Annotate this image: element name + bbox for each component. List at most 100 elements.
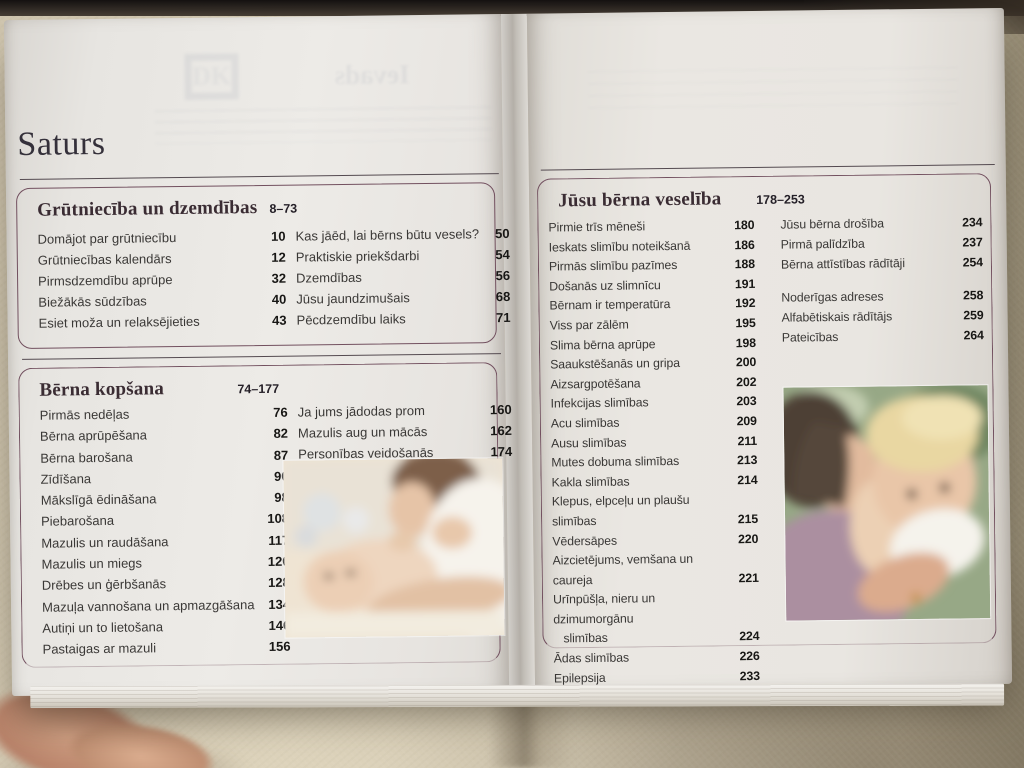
toc-column: Jūsu bērna drošība 234 Pirmā palīdzība 237 B… (780, 213, 983, 275)
toc-entry-label: Alfabētiskais rādītājs (781, 309, 893, 325)
toc-entry-label: Pirmsdzemdību aprūpe (38, 272, 173, 289)
toc-section-baby-care: Bērna kopšana 74–177 Pirmās nedēļas 76 Bērn… (18, 362, 512, 668)
toc-entry: Pateicības 264 (782, 326, 984, 348)
toc-entry-page-number: 56 (495, 267, 511, 284)
toc-entry-label: Biežākās sūdzības (38, 293, 147, 310)
section-header: Bērna kopšana 74–177 (39, 374, 480, 401)
toc-entry: Mazuļa vannošana un apmazgāšana 134 (42, 593, 290, 617)
toc-entry: Ieskats slimību noteikšanā 186 (549, 236, 755, 258)
toc-entry-page-number: 264 (963, 327, 984, 343)
toc-section-pregnancy-and-birth: Grūtniecība un dzemdības 8–73 Domājot par… (15, 182, 511, 349)
toc-entry-label: Zīdīšana (40, 470, 92, 487)
toc-entry-label: Bērnam ir temperatūra (549, 297, 671, 313)
toc-entry: Pirmā palīdzība 237 (781, 233, 983, 255)
toc-column: Ja jums jādodas prom 160 Mazulis aug un mā… (298, 399, 513, 465)
toc-entry: Pēcdzemdību laiks 71 (296, 307, 511, 331)
toc-entry: Kakla slimības 214 (551, 471, 758, 493)
toc-entry: Slima bērna aprūpe 198 (550, 334, 756, 356)
toc-entry: Viss par zālēm 195 (550, 314, 756, 336)
toc-entry-label: Viss par zālēm (549, 317, 629, 333)
contents-page-title: Saturs (17, 124, 106, 163)
toc-entry: Jūsu bērna drošība 234 (780, 213, 982, 235)
toc-column: Pirmās nedēļas 76 Bērna aprūpēšana 82 Bērna … (40, 402, 291, 661)
toc-entry-page-number: 180 (734, 217, 755, 233)
toc-entry: Pirmās slimību pazīmes 188 (549, 255, 755, 277)
book-right-page: Jūsu bērna veselība 178–253 Pirmie trīs m… (526, 7, 1013, 690)
toc-entry-page-number: 198 (735, 335, 756, 350)
toc-entry-label: Slima bērna aprūpe (549, 336, 656, 353)
toc-entry-label: Ieskats slimību noteikšanā (548, 238, 691, 255)
toc-section-child-health: Jūsu bērna veselība 178–253 Pirmie trīs m… (536, 173, 997, 685)
toc-entry-page-number: 12 (271, 249, 286, 265)
toc-entry-label: Dzemdības (295, 269, 362, 286)
toc-entry-page-number: 220 (737, 531, 759, 546)
toc-entry-label: Bērna attīstības rādītāji (780, 255, 905, 272)
toc-entry: Pastaigas ar mazuli 156 (42, 636, 291, 660)
toc-entry-label: Pirmās slimību pazīmes (548, 258, 678, 274)
toc-entry-page-number: 258 (963, 288, 984, 303)
toc-entry-page-number: 259 (963, 307, 984, 323)
toc-column: Kas jāēd, lai bērns būtu vesels? 50 Prakti… (295, 223, 510, 331)
toc-entry: Praktiskie priekšdarbi 54 (296, 244, 510, 268)
toc-entry: Zīdīšana 90 (40, 466, 288, 490)
toc-entry: Mazulis un miegs 120 (41, 551, 289, 575)
toc-entry-page-number: 200 (735, 355, 757, 370)
toc-entry-page-number: 195 (735, 315, 756, 331)
toc-entry-label: Noderīgas adreses (781, 289, 884, 305)
section-header: Jūsu bērna veselība 178–253 (558, 185, 974, 212)
toc-entry-label: Ja jums jādodas prom (297, 403, 425, 420)
toc-entry-label: Piebarošana (40, 513, 115, 530)
toc-entry: Domājot par grūtniecību 10 (37, 226, 285, 250)
toc-column: Noderīgas adreses 258 Alfabētiskais rādītā… (781, 286, 984, 348)
toc-entry-page-number: 215 (737, 511, 759, 527)
toc-entry-label: Praktiskie priekšdarbi (295, 248, 420, 265)
toc-entry: Aizcietējums, vemšana un caureja 221 (552, 549, 758, 591)
toc-entry-label: Infekcijas slimības (550, 395, 649, 411)
toc-entry-label: Mazulis un miegs (41, 555, 143, 572)
toc-entry-page-number: 237 (962, 234, 983, 250)
toc-entry-label: Došanās uz slimnīcu (549, 277, 661, 294)
section-header: Grūtniecība un dzemdības 8–73 (37, 194, 478, 221)
toc-entry-page-number: 71 (496, 309, 511, 326)
toc-entry: Mazulis un raudāšana 117 (41, 529, 289, 553)
toc-entry-page-number: 10 (271, 228, 286, 244)
toc-entry-page-number: 221 (738, 570, 759, 585)
toc-entry-label: Domājot par grūtniecību (37, 230, 177, 247)
bleedthrough-dk-logo: DK (184, 53, 239, 100)
toc-entry-label: Ādas slimības (553, 650, 630, 666)
toc-entry-label: Pirmie trīs mēneši (548, 219, 646, 235)
toc-entry: Alfabētiskais rādītājs 259 (781, 306, 984, 328)
toc-entry-page-number: 234 (962, 215, 983, 230)
toc-entry: Mazulis aug un mācās 162 (298, 420, 512, 444)
bleedthrough-ievads-text: Ievads (334, 59, 410, 91)
toc-entry-label: Mazuļa vannošana un apmazgāšana (41, 596, 255, 615)
toc-entry-page-number: 50 (494, 225, 510, 242)
toc-entry: Bērnam ir temperatūra 192 (549, 294, 755, 316)
toc-entry: Kas jāēd, lai bērns būtu vesels? 50 (295, 223, 509, 247)
toc-entry: Ādas slimības 226 (554, 647, 760, 669)
toc-entry: Ja jums jādodas prom 160 (298, 399, 512, 423)
toc-entry-page-number: 160 (489, 401, 512, 418)
toc-entry: Piebarošana 108 (41, 508, 289, 532)
toc-entry: Pirmās nedēļas 76 (40, 402, 288, 426)
section-page-range: 74–177 (237, 381, 280, 397)
toc-entry-label: Grūtniecības kalendārs (37, 251, 172, 268)
toc-entry: Ausu slimības 211 (551, 431, 757, 453)
toc-entry-label: Aizcietējums, vemšana un caureja (552, 551, 694, 588)
toc-entry-label: Urīnpūšļa, nieru un dzimumorgānu slimība… (552, 591, 656, 646)
toc-entry-label: Ausu slimības (551, 435, 627, 451)
toc-entry-page-number: 43 (272, 312, 287, 328)
section-title: Grūtniecība un dzemdības (37, 197, 258, 221)
toc-entry-label: Bērna aprūpēšana (39, 427, 148, 445)
toc-entry-label: Jūsu jaundzimušais (296, 290, 410, 307)
toc-entry-label: Mākslīgā ēdināšana (40, 491, 157, 508)
toc-entry-label: Pastaigas ar mazuli (42, 640, 157, 657)
toc-entry-page-number: 162 (490, 422, 513, 439)
toc-entry: Saaukstēšanās un gripa 200 (550, 353, 756, 375)
toc-entry: Drēbes un ģērbšanās 128 (42, 572, 290, 596)
toc-entry-page-number: 76 (273, 404, 288, 420)
toc-entry-page-number: 192 (735, 296, 756, 311)
toc-entry: Vēdersāpes 220 (552, 529, 758, 551)
toc-entry-page-number: 211 (737, 433, 758, 448)
